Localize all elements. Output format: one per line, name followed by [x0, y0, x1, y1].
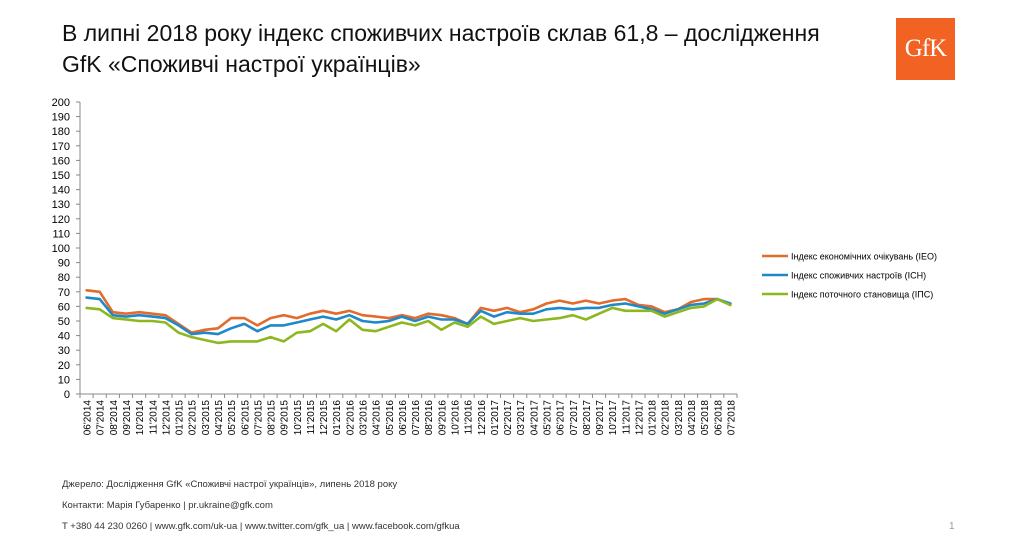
x-tick-label: 11'2016	[464, 400, 475, 435]
x-tick-label: 03'2018	[674, 400, 685, 436]
x-tick-label: 05'2017	[542, 400, 553, 436]
x-tick-label: 11'2014	[148, 400, 159, 435]
y-tick-label: 100	[52, 243, 70, 255]
source-note: Джерело: Дослідження GfK «Споживчі настр…	[62, 479, 398, 490]
x-tick-label: 09'2015	[280, 400, 291, 436]
x-tick-label: 12'2015	[319, 400, 330, 436]
series-line-3	[85, 297, 732, 345]
page-number: 1	[949, 521, 955, 532]
x-tick-label: 01'2015	[175, 400, 186, 436]
x-tick-label: 08'2015	[267, 400, 278, 436]
x-tick-label: 07'2014	[96, 400, 107, 436]
y-tick-label: 160	[52, 155, 70, 167]
y-tick-label: 130	[52, 199, 70, 211]
y-tick-label: 90	[58, 258, 70, 270]
x-tick-label: 12'2014	[161, 400, 172, 436]
series-line-2	[85, 296, 732, 336]
x-tick-label: 04'2016	[372, 400, 383, 436]
links-line: T +380 44 230 0260 | www.gfk.com/uk-ua |…	[62, 521, 460, 532]
x-tick-label: 02'2016	[345, 400, 356, 436]
x-tick-label: 06'2016	[398, 400, 409, 436]
x-tick-label: 01'2016	[332, 400, 343, 436]
x-tick-label: 06'2017	[556, 400, 567, 436]
x-tick-label: 06'2014	[83, 400, 94, 436]
x-tick-label: 01'2018	[648, 400, 659, 436]
x-tick-label: 12'2016	[477, 400, 488, 436]
x-tick-label: 06'2015	[240, 400, 251, 436]
y-tick-label: 30	[58, 345, 70, 357]
x-tick-label: 04'2015	[214, 400, 225, 436]
y-tick-label: 60	[58, 301, 70, 313]
x-tick-label: 08'2017	[582, 400, 593, 436]
y-tick-label: 150	[52, 170, 70, 182]
x-tick-label: 04'2017	[529, 400, 540, 436]
x-tick-label: 10'2017	[608, 400, 619, 436]
x-tick-label: 03'2015	[201, 400, 212, 436]
y-tick-label: 180	[52, 126, 70, 138]
logo-text: GfK	[904, 35, 947, 62]
slide-title: В липні 2018 року індекс споживчих настр…	[62, 20, 820, 77]
y-tick-label: 0	[64, 389, 70, 401]
x-tick-label: 07'2018	[726, 400, 737, 436]
x-tick-label: 02'2018	[661, 400, 672, 436]
y-tick-label: 140	[52, 185, 70, 197]
x-tick-label: 09'2014	[122, 400, 133, 436]
x-tick-label: 11'2017	[621, 400, 632, 435]
x-tick-label: 09'2016	[437, 400, 448, 436]
x-tick-label: 10'2015	[293, 400, 304, 436]
y-tick-label: 110	[52, 228, 70, 240]
y-tick-label: 200	[52, 97, 70, 109]
y-tick-label: 50	[58, 316, 70, 328]
y-tick-label: 40	[58, 331, 70, 343]
x-tick-label: 05'2016	[385, 400, 396, 436]
x-tick-label: 09'2017	[595, 400, 606, 436]
legend-label-1: Індекс економічних очікувань (ІЕО)	[791, 252, 937, 262]
x-tick-label: 07'2017	[569, 400, 580, 436]
x-tick-label: 10'2014	[135, 400, 146, 436]
y-tick-label: 80	[58, 272, 70, 284]
x-tick-label: 08'2016	[424, 400, 435, 436]
legend-label-2: Індекс споживчих настроїв (ІСН)	[791, 271, 926, 281]
x-tick-label: 03'2016	[359, 400, 370, 436]
series-lines	[85, 289, 732, 345]
y-tick-label: 170	[52, 141, 70, 153]
x-tick-label: 10'2016	[450, 400, 461, 436]
contacts-line: Контакти: Марія Губаренко | pr.ukraine@g…	[62, 500, 273, 511]
x-tick-label: 01'2017	[490, 400, 501, 436]
x-tick-label: 02'2017	[503, 400, 514, 436]
y-tick-label: 190	[52, 112, 70, 124]
y-tick-label: 120	[52, 214, 70, 226]
gfk-logo: GfK	[896, 18, 955, 80]
x-tick-label: 03'2017	[516, 400, 527, 436]
x-tick-label: 06'2018	[713, 400, 724, 436]
x-tick-label: 04'2018	[687, 400, 698, 436]
y-tick-label: 10	[58, 374, 70, 386]
x-tick-label: 07'2016	[411, 400, 422, 436]
x-tick-label: 12'2017	[634, 400, 645, 436]
chart-axes: 0 10 20 30 40 50 60 70 80 90 100 110 120 130 140 150 160…	[52, 97, 738, 435]
x-tick-label: 08'2014	[109, 400, 120, 436]
y-tick-label: 70	[58, 287, 70, 299]
x-tick-label: 02'2015	[188, 400, 199, 436]
x-tick-label: 05'2018	[700, 400, 711, 436]
x-tick-label: 11'2015	[306, 400, 317, 435]
y-tick-label: 20	[58, 360, 70, 372]
series-line-1	[85, 289, 732, 334]
x-tick-label: 05'2015	[227, 400, 238, 436]
legend-label-3: Індекс поточного становища (ІПС)	[791, 290, 933, 300]
x-tick-label: 07'2015	[253, 400, 264, 436]
chart-legend: Індекс економічних очікувань (ІЕО) Індекс…	[762, 252, 937, 300]
